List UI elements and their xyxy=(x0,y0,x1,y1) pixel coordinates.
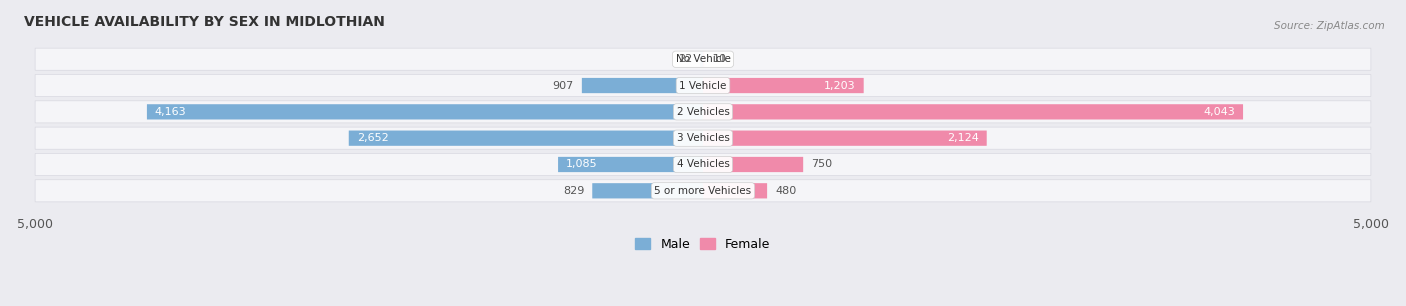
FancyBboxPatch shape xyxy=(35,153,1371,176)
Text: 750: 750 xyxy=(811,159,832,170)
Text: 1,203: 1,203 xyxy=(824,80,856,91)
Text: 480: 480 xyxy=(775,186,796,196)
Text: 907: 907 xyxy=(553,80,574,91)
FancyBboxPatch shape xyxy=(35,127,1371,149)
FancyBboxPatch shape xyxy=(35,48,1371,70)
Text: 4,043: 4,043 xyxy=(1204,107,1234,117)
Text: Source: ZipAtlas.com: Source: ZipAtlas.com xyxy=(1274,21,1385,32)
FancyBboxPatch shape xyxy=(703,183,768,199)
FancyBboxPatch shape xyxy=(582,78,703,93)
FancyBboxPatch shape xyxy=(703,131,987,146)
FancyBboxPatch shape xyxy=(592,183,703,199)
Text: 4 Vehicles: 4 Vehicles xyxy=(676,159,730,170)
Legend: Male, Female: Male, Female xyxy=(630,233,776,256)
FancyBboxPatch shape xyxy=(703,157,803,172)
FancyBboxPatch shape xyxy=(558,157,703,172)
Text: 2,124: 2,124 xyxy=(946,133,979,143)
Text: 10: 10 xyxy=(713,54,727,64)
Text: 829: 829 xyxy=(562,186,585,196)
Text: No Vehicle: No Vehicle xyxy=(675,54,731,64)
Text: 22: 22 xyxy=(678,54,692,64)
FancyBboxPatch shape xyxy=(700,52,703,67)
Text: 3 Vehicles: 3 Vehicles xyxy=(676,133,730,143)
Text: 1,085: 1,085 xyxy=(567,159,598,170)
FancyBboxPatch shape xyxy=(146,104,703,119)
FancyBboxPatch shape xyxy=(703,78,863,93)
FancyBboxPatch shape xyxy=(35,74,1371,97)
Text: 4,163: 4,163 xyxy=(155,107,187,117)
FancyBboxPatch shape xyxy=(349,131,703,146)
FancyBboxPatch shape xyxy=(35,101,1371,123)
Text: 2 Vehicles: 2 Vehicles xyxy=(676,107,730,117)
Text: VEHICLE AVAILABILITY BY SEX IN MIDLOTHIAN: VEHICLE AVAILABILITY BY SEX IN MIDLOTHIA… xyxy=(24,15,385,29)
FancyBboxPatch shape xyxy=(35,180,1371,202)
Text: 1 Vehicle: 1 Vehicle xyxy=(679,80,727,91)
Text: 5 or more Vehicles: 5 or more Vehicles xyxy=(654,186,752,196)
FancyBboxPatch shape xyxy=(703,104,1243,119)
Text: 2,652: 2,652 xyxy=(357,133,388,143)
